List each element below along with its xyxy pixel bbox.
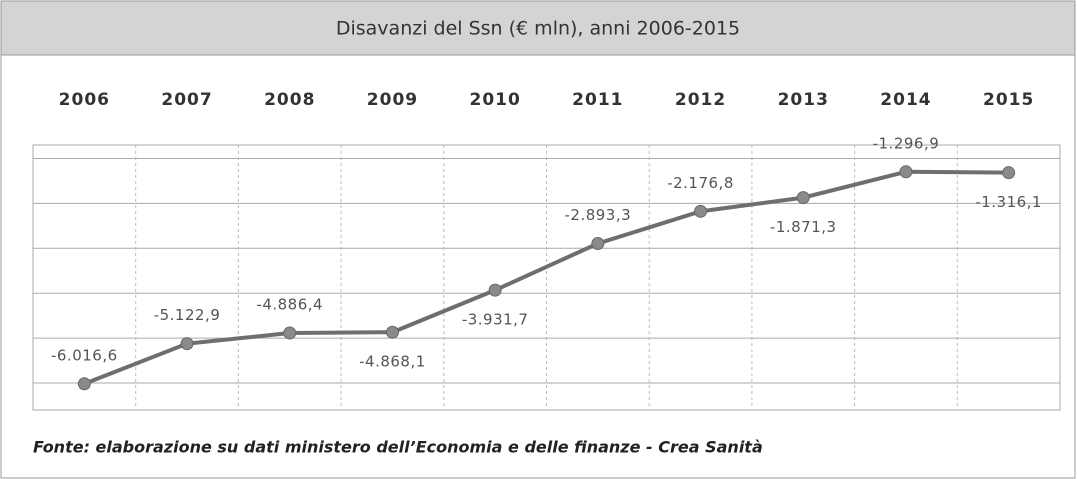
x-tick-label: 2009 — [367, 90, 418, 110]
x-tick-label: 2011 — [572, 90, 623, 110]
data-point — [796, 191, 810, 205]
data-point — [283, 326, 297, 340]
x-tick-label: 2015 — [983, 90, 1034, 110]
data-point — [385, 325, 399, 339]
source-note: Fonte: elaborazione su dati ministero de… — [33, 438, 763, 457]
data-point — [488, 283, 502, 297]
data-point — [180, 337, 194, 351]
data-point — [77, 377, 91, 391]
x-tick-label: 2008 — [264, 90, 315, 110]
value-label: -3.931,7 — [462, 311, 529, 329]
data-point — [1002, 166, 1016, 180]
x-tick-label: 2012 — [675, 90, 726, 110]
header-band — [0, 0, 1076, 56]
x-tick-label: 2013 — [778, 90, 829, 110]
x-tick-label: 2010 — [469, 90, 520, 110]
data-point — [899, 165, 913, 179]
value-label: -2.893,3 — [565, 206, 632, 224]
data-line — [83, 169, 1009, 386]
data-point — [591, 237, 605, 251]
x-tick-label: 2007 — [161, 90, 212, 110]
value-label: -4.868,1 — [359, 353, 426, 371]
value-label: -4.886,4 — [256, 296, 323, 314]
value-label: -1.871,3 — [770, 218, 837, 236]
value-label: -5.122,9 — [154, 306, 221, 324]
x-tick-label: 2006 — [59, 90, 110, 110]
value-label: -2.176,8 — [667, 174, 734, 192]
chart-title: Disavanzi del Ssn (€ mln), anni 2006-201… — [336, 18, 740, 40]
value-label: -6.016,6 — [51, 346, 118, 364]
value-label: -1.316,1 — [975, 193, 1042, 211]
value-label: -1.296,9 — [873, 134, 940, 152]
x-tick-label: 2014 — [880, 90, 931, 110]
data-point — [694, 204, 708, 218]
